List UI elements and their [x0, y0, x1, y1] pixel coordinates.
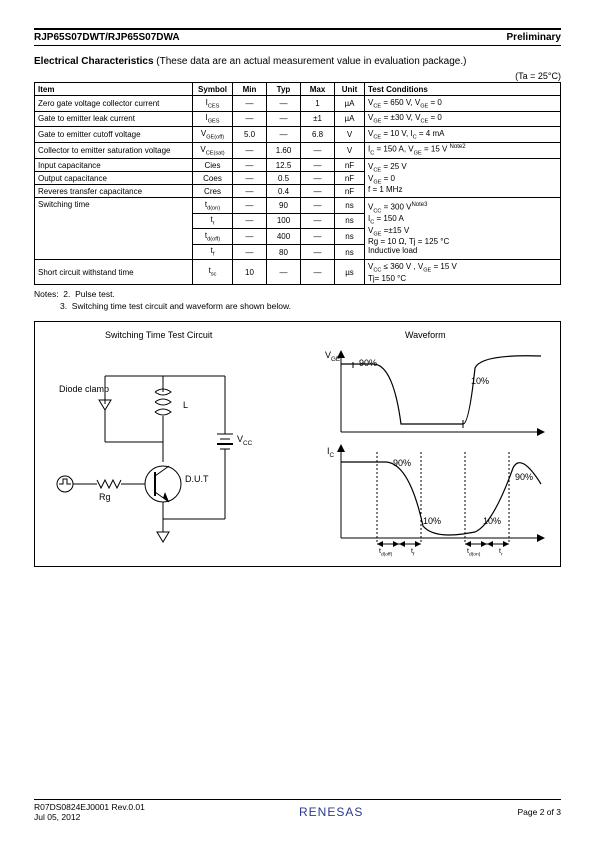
label-dut: D.U.T	[185, 474, 209, 484]
label-rg: Rg	[99, 492, 111, 502]
label-10-3: 10%	[483, 516, 501, 526]
table-row: Gate to emitter leak currentIGES——±1µAVG…	[35, 111, 561, 127]
footer-date: Jul 05, 2012	[34, 812, 145, 822]
label-90-1: 90%	[359, 358, 377, 368]
th-item: Item	[35, 83, 193, 96]
label-l: L	[183, 400, 188, 410]
header-left: RJP65S07DWT/RJP65S07DWA	[34, 32, 180, 43]
label-ic: IC	[327, 446, 334, 459]
label-vcc: VCC	[237, 434, 252, 447]
label-tr: tr	[499, 548, 503, 557]
table-row: Switching timetd(on)—90—nsVCC = 300 VNot…	[35, 198, 561, 214]
th-max: Max	[301, 83, 335, 96]
notes: Notes: 2. Pulse test. 3. Switching time …	[34, 289, 561, 313]
waveform-svg	[313, 344, 553, 559]
section-title-bold: Electrical Characteristics	[34, 56, 154, 67]
note-2: Notes: 2. Pulse test.	[34, 289, 561, 301]
th-typ: Typ	[267, 83, 301, 96]
footer-page: Page 2 of 3	[518, 807, 561, 817]
label-90-2: 90%	[393, 458, 411, 468]
label-10-2: 10%	[423, 516, 441, 526]
footer-rev: R07DS0824EJ0001 Rev.0.01	[34, 802, 145, 812]
th-symbol: Symbol	[193, 83, 233, 96]
header-right: Preliminary	[507, 32, 561, 43]
footer-left: R07DS0824EJ0001 Rev.0.01 Jul 05, 2012	[34, 802, 145, 822]
table-header-row: Item Symbol Min Typ Max Unit Test Condit…	[35, 83, 561, 96]
footer: R07DS0824EJ0001 Rev.0.01 Jul 05, 2012 RE…	[34, 799, 561, 822]
header: RJP65S07DWT/RJP65S07DWA Preliminary	[34, 28, 561, 46]
th-unit: Unit	[335, 83, 365, 96]
table-row: Input capacitanceCies—12.5—nFVCE = 25 VV…	[35, 159, 561, 172]
label-90-3: 90%	[515, 472, 533, 482]
label-vge: VGE	[325, 350, 340, 363]
ta-note: (Ta = 25°C)	[34, 71, 561, 81]
figure-box: Switching Time Test Circuit Waveform Di	[34, 321, 561, 567]
table-row: Collector to emitter saturation voltageV…	[35, 142, 561, 158]
fig-left-title: Switching Time Test Circuit	[105, 330, 212, 340]
table-row: Zero gate voltage collector currentICES—…	[35, 96, 561, 112]
section-title-rest: (These data are an actual measurement va…	[154, 56, 467, 67]
label-10-1: 10%	[471, 376, 489, 386]
note-3: 3. Switching time test circuit and wavef…	[34, 301, 561, 313]
table-row: Gate to emitter cutoff voltageVGE(off)5.…	[35, 127, 561, 143]
circuit-svg	[45, 344, 290, 559]
footer-logo: RENESAS	[299, 805, 363, 819]
characteristics-table: Item Symbol Min Typ Max Unit Test Condit…	[34, 82, 561, 285]
th-min: Min	[233, 83, 267, 96]
label-tdon: td(on)	[467, 548, 480, 557]
label-tdoff: td(off)	[379, 548, 392, 557]
th-cond: Test Conditions	[365, 83, 561, 96]
table-row: Short circuit withstand timetsc10——µsVCC…	[35, 260, 561, 285]
label-diode: Diode clamp	[59, 384, 109, 394]
section-title: Electrical Characteristics (These data a…	[34, 56, 561, 67]
fig-right-title: Waveform	[405, 330, 446, 340]
label-tf: tf	[411, 548, 414, 557]
